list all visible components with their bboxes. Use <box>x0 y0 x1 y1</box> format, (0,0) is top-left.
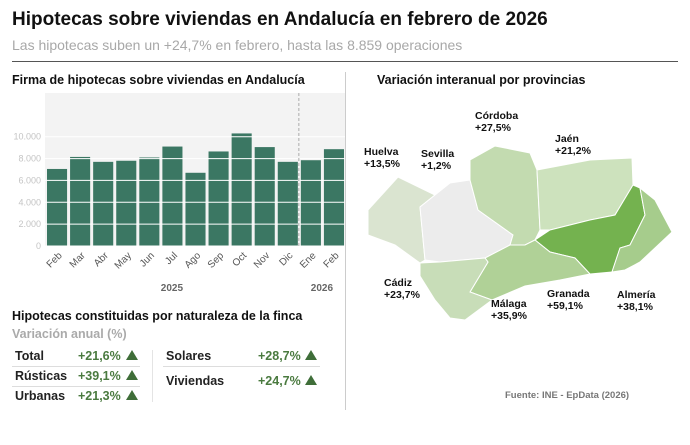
row-value: +39,1% <box>78 369 121 383</box>
y-tick-label: 2.000 <box>18 219 41 229</box>
bar-abr-2 <box>93 161 114 246</box>
province-cordoba[interactable] <box>469 145 541 246</box>
triangle-up-icon <box>126 390 138 400</box>
list-item: Solares <box>166 349 211 363</box>
list-item: Rústicas <box>15 369 67 383</box>
chart-title: Firma de hipotecas sobre viviendas en An… <box>12 73 305 87</box>
bar-jul-5 <box>162 146 183 246</box>
row-value: +21,3% <box>78 389 121 403</box>
list-item: Total <box>15 349 44 363</box>
finca-subtitle: Variación anual (%) <box>12 327 127 341</box>
list-item: Viviendas <box>166 374 224 388</box>
label-jaen: Jaén +21,2% <box>555 133 591 157</box>
bar-may-3 <box>116 160 137 246</box>
bar-sep-7 <box>208 151 229 246</box>
label-granada: Granada +59,1% <box>547 288 590 312</box>
bar-nov-9 <box>254 147 275 246</box>
y-tick-label: 0 <box>36 241 41 251</box>
bar-feb-0 <box>47 168 68 246</box>
year-label-2026: 2026 <box>311 283 334 294</box>
row-label: Solares <box>166 349 212 363</box>
label-almeria: Almería +38,1% <box>617 289 656 313</box>
row-label: Rústicas <box>15 369 68 383</box>
bar-dic-10 <box>277 161 298 246</box>
bar-ago-6 <box>185 172 206 246</box>
list-item: Urbanas <box>15 389 65 403</box>
row-label: Urbanas <box>15 389 66 403</box>
y-tick-label: 6.000 <box>18 175 41 185</box>
y-tick-label: 8.000 <box>18 154 41 164</box>
bar-feb-12 <box>323 149 344 246</box>
row-value: +21,6% <box>78 349 121 363</box>
triangle-up-icon <box>126 370 138 380</box>
province-cadiz[interactable] <box>419 257 494 321</box>
source-note: Fuente: INE - EpData (2026) <box>505 390 630 401</box>
bar-oct-8 <box>231 133 252 246</box>
y-tick-label: 4.000 <box>18 197 41 207</box>
page-subtitle: Las hipotecas suben un +24,7% en febrero… <box>12 37 463 53</box>
y-tick-label: 10.000 <box>13 132 41 142</box>
label-cadiz: Cádiz +23,7% <box>384 277 420 301</box>
triangle-up-icon <box>305 350 317 360</box>
triangle-up-icon <box>126 350 138 360</box>
row-value: +24,7% <box>258 374 301 388</box>
map-title: Variación interanual por provincias <box>377 73 586 87</box>
divider <box>152 350 153 402</box>
label-sevilla: Sevilla +1,2% <box>421 148 455 172</box>
province-almeria[interactable] <box>611 186 673 273</box>
label-cordoba: Córdoba +27,5% <box>475 110 519 134</box>
year-label-2025: 2025 <box>161 283 184 294</box>
divider <box>345 72 346 410</box>
row-label: Total <box>15 349 44 363</box>
finca-title: Hipotecas constituidas por naturaleza de… <box>12 309 303 323</box>
divider <box>12 61 678 62</box>
row-label: Viviendas <box>166 374 225 388</box>
triangle-up-icon <box>305 375 317 385</box>
label-huelva: Huelva +13,5% <box>364 146 400 170</box>
label-malaga: Málaga +35,9% <box>491 298 527 322</box>
row-value: +28,7% <box>258 349 301 363</box>
page-title: Hipotecas sobre viviendas en Andalucía e… <box>12 9 548 30</box>
